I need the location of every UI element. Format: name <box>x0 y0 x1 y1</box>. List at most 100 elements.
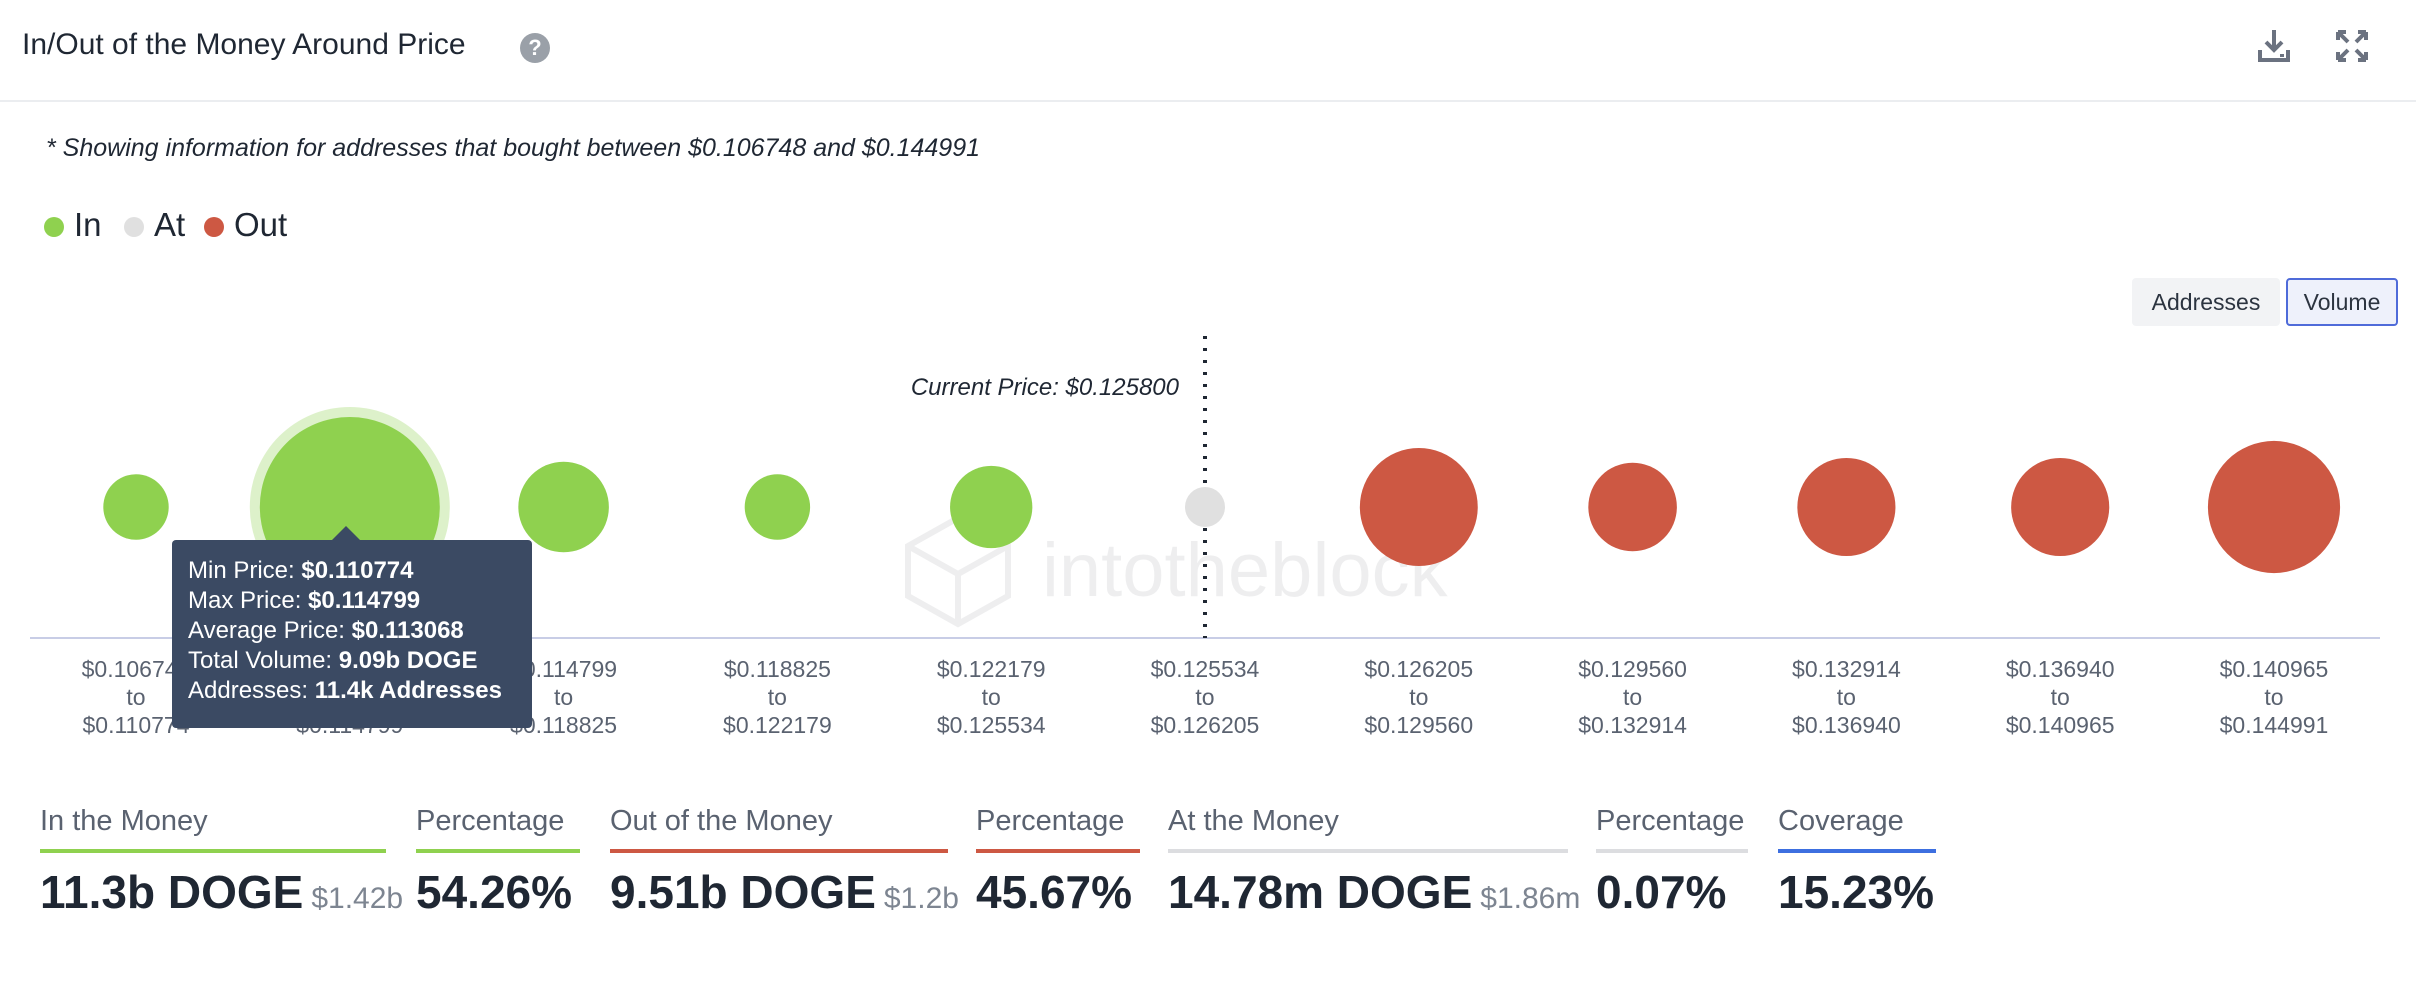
tick-price: $0.125534 <box>937 712 1046 738</box>
tick-price: $0.132914 <box>1792 656 1901 682</box>
tick-price: $0.122179 <box>723 712 832 738</box>
stat-value: 15.23% <box>1778 866 1935 918</box>
bubble-in <box>103 474 169 540</box>
stat-in-the-money: In the Money 11.3b DOGE $1.42b <box>40 805 403 919</box>
stat-value: 45.67% <box>976 866 1133 918</box>
tick-price: $0.110774 <box>82 712 189 738</box>
legend-in-label: In <box>74 206 102 243</box>
tooltip-addr-value: 11.4k Addresses <box>314 677 502 704</box>
tooltip-vol-value: 9.09b DOGE <box>338 647 478 674</box>
stat-label: Out of the Money <box>610 805 833 837</box>
x-tick-label: $0.118825 to $0.122179 <box>723 656 832 738</box>
tooltip-vol-label: Total Volume: <box>188 647 339 674</box>
tick-connector: to <box>554 684 573 710</box>
stat-underline <box>1778 849 1936 853</box>
stat-underline <box>610 849 948 853</box>
tick-price: $0.132914 <box>1578 712 1687 738</box>
stat-main-value: 9.51b DOGE <box>610 866 876 918</box>
bubble-in <box>744 474 811 540</box>
tick-price: $0.144991 <box>2220 712 2329 738</box>
tick-connector: to <box>126 684 145 710</box>
bubble-out <box>1797 457 1896 557</box>
stat-value: 0.07% <box>1596 866 1727 918</box>
panel-header: In/Out of the Money Around Price ? <box>0 0 2416 102</box>
panel-title: In/Out of the Money Around Price <box>22 28 466 61</box>
stat-underline <box>1168 849 1568 853</box>
tooltip-min-label: Min Price: <box>188 557 302 584</box>
x-tick-label: $0.126205 to $0.129560 <box>1364 656 1473 738</box>
x-tick-label: $0.125534 to $0.126205 <box>1151 656 1260 738</box>
tooltip-min-row: Min Price: $0.110774 <box>188 556 532 586</box>
bubble-out <box>2011 457 2110 557</box>
stat-underline <box>416 849 580 853</box>
stat-value: 54.26% <box>416 866 573 918</box>
expand-icon[interactable] <box>2332 26 2372 66</box>
stat-in-percentage: Percentage 54.26% <box>416 805 580 919</box>
tooltip-max-label: Max Price: <box>188 587 309 614</box>
stat-label: Percentage <box>416 805 565 837</box>
current-price-label: Current Price: $0.125800 <box>911 374 1180 401</box>
watermark-cube-lines <box>906 543 1010 624</box>
x-tick-label: $0.136940 to $0.140965 <box>2006 656 2115 738</box>
tick-price: $0.129560 <box>1578 656 1687 682</box>
tick-price: $0.136940 <box>1792 712 1901 738</box>
stat-main-value: 11.3b DOGE <box>40 866 304 918</box>
stat-label: At the Money <box>1168 805 1339 837</box>
tick-connector: to <box>768 684 787 710</box>
tick-connector: to <box>2264 684 2283 710</box>
stat-out-of-the-money: Out of the Money 9.51b DOGE $1.2b <box>610 805 959 919</box>
stat-usd-value: $1.86m <box>1480 882 1581 915</box>
stat-label: Coverage <box>1778 805 1904 837</box>
bubble-out <box>2207 440 2341 574</box>
legend-in-dot <box>44 217 64 237</box>
stat-underline <box>40 849 386 853</box>
stat-label: In the Money <box>40 805 208 837</box>
bubble-in <box>518 461 609 553</box>
stat-main-value: 14.78m DOGE <box>1168 866 1473 918</box>
bubble-out <box>1359 448 1478 566</box>
tick-connector: to <box>1195 684 1214 710</box>
stat-label: Percentage <box>1596 805 1745 837</box>
legend-at-dot <box>124 217 144 237</box>
tick-connector: to <box>1623 684 1642 710</box>
stat-underline <box>976 849 1140 853</box>
x-tick-label: $0.129560 to $0.132914 <box>1578 656 1687 738</box>
tooltip-vol-row: Total Volume: 9.09b DOGE <box>188 646 532 676</box>
stat-out-percentage: Percentage 45.67% <box>976 805 1140 919</box>
range-note: * Showing information for addresses that… <box>46 134 981 162</box>
tick-connector: to <box>2051 684 2070 710</box>
x-tick-label: $0.122179 to $0.125534 <box>937 656 1046 738</box>
tick-price: $0.126205 <box>1151 712 1260 738</box>
legend-out-dot <box>204 217 224 237</box>
stat-at-percentage: Percentage 0.07% <box>1596 805 1748 919</box>
legend-out-label: Out <box>234 206 288 243</box>
watermark-cube-icon <box>905 514 1011 628</box>
stat-at-the-money: At the Money 14.78m DOGE $1.86m <box>1168 805 1580 919</box>
bubble-at <box>1185 487 1225 527</box>
volume-toggle-button[interactable]: Volume <box>2286 278 2398 326</box>
tooltip-addr-label: Addresses: <box>188 677 315 704</box>
tick-price: $0.122179 <box>937 656 1046 682</box>
stat-usd-value: $1.2b <box>883 882 959 915</box>
tooltip-avg-label: Average Price: <box>188 617 352 644</box>
tooltip-max-row: Max Price: $0.114799 <box>188 586 532 616</box>
tick-price: $0.140965 <box>2006 712 2115 738</box>
addresses-toggle-button[interactable]: Addresses <box>2132 278 2280 326</box>
tick-connector: to <box>982 684 1001 710</box>
tick-price: $0.126205 <box>1364 656 1473 682</box>
bubble-in <box>950 465 1033 549</box>
x-tick-label: $0.140965 to $0.144991 <box>2220 656 2329 738</box>
stat-coverage: Coverage 15.23% <box>1778 805 1936 919</box>
stat-value: 11.3b DOGE $1.42b <box>40 865 403 919</box>
tooltip-avg-row: Average Price: $0.113068 <box>188 616 532 646</box>
tick-connector: to <box>1837 684 1856 710</box>
tooltip-max-value: $0.114799 <box>308 587 421 614</box>
download-icon[interactable] <box>2254 26 2294 66</box>
stat-value: 9.51b DOGE $1.2b <box>610 865 959 919</box>
tick-price: $0.140965 <box>2220 656 2329 682</box>
tick-price: $0.118825 <box>724 656 831 682</box>
bubble-tooltip: Min Price: $0.110774 Max Price: $0.11479… <box>172 526 532 728</box>
help-icon[interactable]: ? <box>520 33 550 63</box>
stat-underline <box>1596 849 1748 853</box>
tick-connector: to <box>1409 684 1428 710</box>
